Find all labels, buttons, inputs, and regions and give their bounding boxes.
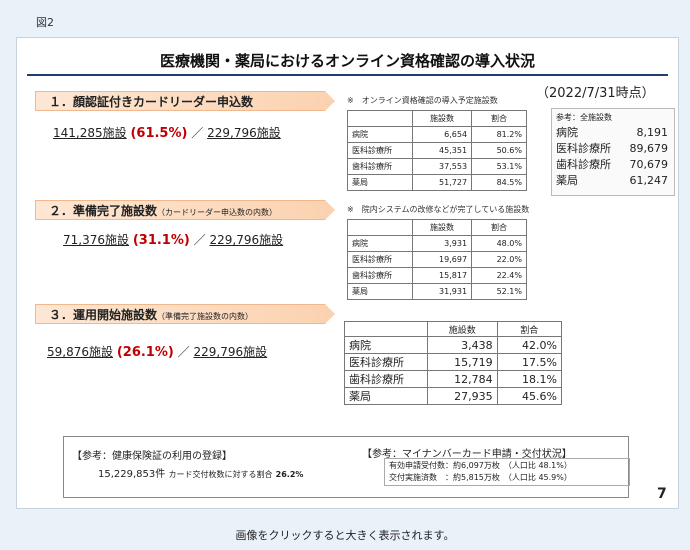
section-3-separator: ／ <box>177 345 190 359</box>
section-1-separator: ／ <box>191 126 204 140</box>
section-3-total: 229,796施設 <box>193 345 268 359</box>
section-1-total: 229,796施設 <box>207 126 281 140</box>
list-item: 有効申請受付数：約6,097万枚 （人口比 48.1%） <box>389 461 572 470</box>
list-item: 医科診療所 89,679 <box>556 142 668 155</box>
table-row: 病院 3,931 48.0% <box>347 235 527 252</box>
table-row: 薬局 27,935 45.6% <box>344 387 563 405</box>
section-2-total: 229,796施設 <box>209 233 284 247</box>
section-3-table: 施設数 割合 病院 3,438 42.0% 医科診療所 15,719 17.5% 歯科診… <box>344 321 563 405</box>
section-2-table: 施設数 割合 病院 3,931 48.0% 医科診療所 19,697 22.0% 歯科診… <box>347 219 527 300</box>
insurance-card-title: 【参考：健康保険証の利用の登録】 <box>72 451 232 462</box>
col-ratio-header: 割合 <box>496 321 563 337</box>
section-1-count: 141,285施設 <box>53 126 127 140</box>
title-divider <box>27 74 668 76</box>
table-row: 歯科診療所 12,784 18.1% <box>344 370 563 388</box>
figure-label: 図2 <box>36 16 54 29</box>
table-header-row: 施設数 割合 <box>347 110 527 127</box>
as-of-date: （2022/7/31時点） <box>536 86 655 101</box>
table-row: 医科診療所 45,351 50.6% <box>347 142 527 159</box>
section-3-heading-note: （準備完了施設数の内数） <box>157 312 254 321</box>
section-1-table-note: ※ オンライン資格確認の導入予定施設数 <box>347 96 498 105</box>
table-row: 歯科診療所 37,553 53.1% <box>347 158 527 175</box>
section-2-stat: 71,376施設 (31.1%) ／ 229,796施設 <box>63 231 283 248</box>
table-row: 歯科診療所 15,817 22.4% <box>347 267 527 284</box>
section-2-heading-note: （カードリーダー申込数の内数） <box>157 208 278 217</box>
mynumber-card-status: 有効申請受付数：約6,097万枚 （人口比 48.1%） 交付実施済数 ：約5,… <box>384 458 630 486</box>
table-header-row: 施設数 割合 <box>344 321 563 337</box>
section-2-count: 71,376施設 <box>63 233 129 247</box>
section-1-heading: １．顔認証付きカードリーダー申込数 <box>49 95 254 109</box>
section-3-stat: 59,876施設 (26.1%) ／ 229,796施設 <box>47 343 267 360</box>
section-2-percent: (31.1%) <box>132 233 190 248</box>
insurance-card-ratio: 26.2% <box>275 470 304 479</box>
section-3-percent: (26.1%) <box>116 345 174 360</box>
section-1-banner: １．顔認証付きカードリーダー申込数 <box>35 91 335 111</box>
list-item: 交付実施済数 ：約5,815万枚 （人口比 45.9%） <box>389 473 572 482</box>
table-row: 病院 6,654 81.2% <box>347 126 527 143</box>
enlarge-caption: 画像をクリックすると大きく表示されます。 <box>235 529 455 542</box>
insurance-card-value: 15,229,853件 カード交付枚数に対する割合 26.2% <box>98 465 303 480</box>
section-3-heading: ３．運用開始施設数 <box>49 308 158 322</box>
list-item: 病院 8,191 <box>556 126 668 139</box>
table-row: 薬局 51,727 84.5% <box>347 174 527 191</box>
reference-heading: 参考：全施設数 <box>556 113 612 122</box>
slide-title: 医療機関・薬局におけるオンライン資格確認の導入状況 <box>159 52 535 70</box>
mynumber-card-title: 【参考：マイナンバーカード申請・交付状況】 <box>362 449 572 460</box>
section-2-banner: ２．準備完了施設数（カードリーダー申込数の内数） <box>35 200 335 220</box>
section-2-heading: ２．準備完了施設数 <box>49 204 158 218</box>
table-row: 病院 3,438 42.0% <box>344 336 563 354</box>
bottom-reference-box: 【参考：健康保険証の利用の登録】 15,229,853件 カード交付枚数に対する… <box>63 436 630 498</box>
list-item: 歯科診療所 70,679 <box>556 158 668 171</box>
list-item: 薬局 61,247 <box>556 174 668 187</box>
table-header-row: 施設数 割合 <box>347 219 527 236</box>
section-3-count: 59,876施設 <box>47 345 113 359</box>
table-row: 医科診療所 19,697 22.0% <box>347 251 527 268</box>
section-1-stat: 141,285施設 (61.5%) ／ 229,796施設 <box>53 124 281 141</box>
section-2-separator: ／ <box>193 233 206 247</box>
slide-image[interactable]: 医療機関・薬局におけるオンライン資格確認の導入状況 （2022/7/31時点） … <box>16 37 679 509</box>
table-row: 医科診療所 15,719 17.5% <box>344 353 563 371</box>
section-1-table: 施設数 割合 病院 6,654 81.2% 医科診療所 45,351 50.6% 歯科診… <box>347 110 527 191</box>
table-row: 薬局 31,931 52.1% <box>347 283 527 300</box>
section-3-banner: ３．運用開始施設数（準備完了施設数の内数） <box>35 304 335 324</box>
page-number: 7 <box>657 486 667 502</box>
col-count-header: 施設数 <box>411 219 473 236</box>
reference-all-facilities: 参考：全施設数 病院 8,191 医科診療所 89,679 歯科診療所 70,679 … <box>551 108 675 196</box>
insurance-card-count: 15,229,853件 <box>98 469 166 480</box>
col-count-header: 施設数 <box>427 321 498 337</box>
section-2-table-note: ※ 院内システムの改修などが完了している施設数 <box>347 205 530 214</box>
col-ratio-header: 割合 <box>471 219 527 236</box>
col-count-header: 施設数 <box>411 110 473 127</box>
col-ratio-header: 割合 <box>471 110 527 127</box>
section-1-percent: (61.5%) <box>130 126 188 141</box>
insurance-card-ratio-label: カード交付枚数に対する割合 <box>168 470 273 479</box>
